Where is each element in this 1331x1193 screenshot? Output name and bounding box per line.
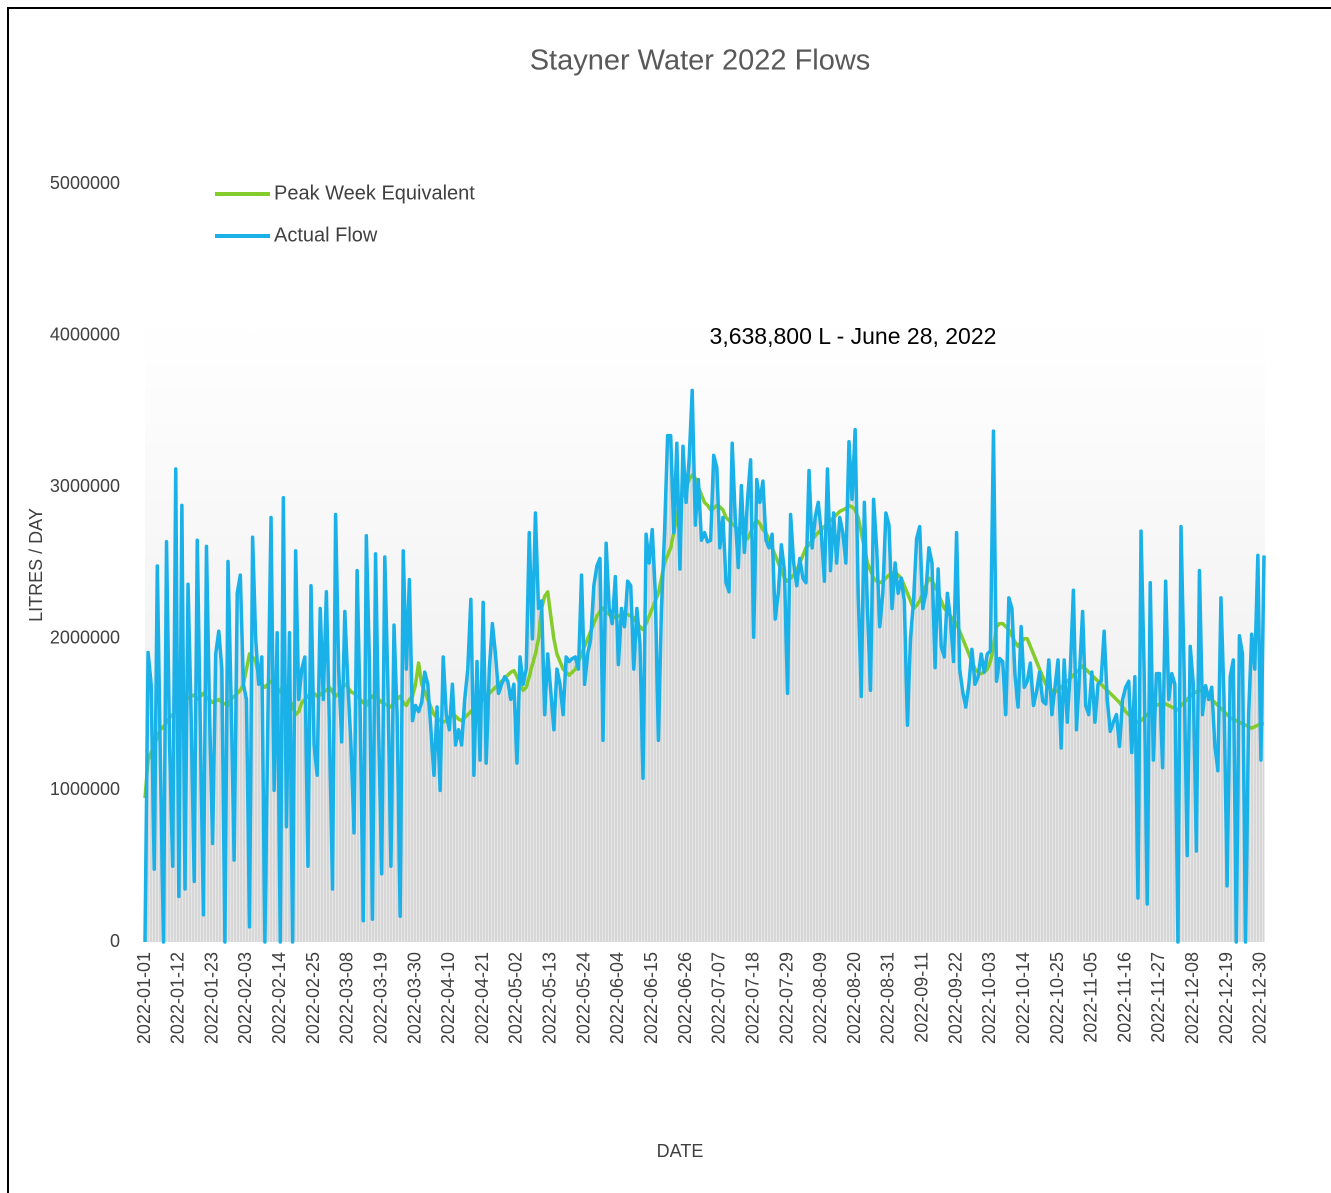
x-tick-label: 2022-03-30: [404, 952, 424, 1044]
x-tick-label: 2022-02-25: [303, 952, 323, 1044]
x-tick-label: 2022-09-11: [912, 952, 932, 1043]
x-tick-label: 2022-01-12: [168, 952, 188, 1044]
x-tick-label: 2022-09-22: [945, 952, 965, 1044]
x-tick-label: 2022-05-13: [540, 952, 560, 1044]
x-tick-label: 2022-04-10: [438, 952, 458, 1044]
legend-label: Peak Week Equivalent: [274, 182, 475, 204]
y-tick-label: 3000000: [50, 476, 120, 496]
y-axis-label: LITRES / DAY: [26, 508, 46, 622]
y-tick-label: 4000000: [50, 324, 120, 344]
line: [143, 473, 1264, 799]
x-tick-label: 2022-12-19: [1216, 952, 1236, 1044]
x-tick-label: 2022-01-23: [201, 952, 221, 1044]
y-tick-label: 1000000: [50, 779, 120, 799]
frame: [7, 7, 1331, 1193]
x-tick-label: 2022-05-02: [506, 952, 526, 1044]
x-tick-label: 2022-12-30: [1250, 952, 1270, 1044]
y-tick-label: 2000000: [50, 628, 120, 648]
x-tick-label: 2022-11-05: [1081, 952, 1101, 1043]
x-tick-label: 2022-07-18: [742, 952, 762, 1044]
x-tick-label: 2022-03-19: [370, 952, 390, 1044]
line: [143, 388, 1266, 944]
y-tick-label: 5000000: [50, 173, 120, 193]
area: [145, 390, 1264, 942]
x-tick-label: 2022-06-15: [641, 952, 661, 1044]
x-tick-label: 2022-08-31: [878, 952, 898, 1044]
x-tick-label: 2022-04-21: [472, 952, 492, 1044]
x-tick-label: 2022-01-01: [134, 952, 154, 1044]
x-tick-label: 2022-05-24: [573, 952, 593, 1044]
x-tick-label: 2022-07-07: [709, 952, 729, 1044]
x-tick-label: 2022-06-04: [607, 952, 627, 1044]
x-axis-label: DATE: [657, 1141, 704, 1161]
y-tick-label: 0: [110, 931, 120, 951]
x-tick-label: 2022-10-03: [979, 952, 999, 1044]
x-tick-label: 2022-03-08: [337, 952, 357, 1044]
x-tick-label: 2022-02-14: [269, 952, 289, 1044]
annotation: 3,638,800 L - June 28, 2022: [710, 323, 997, 349]
x-tick-label: 2022-11-16: [1114, 952, 1134, 1043]
x-tick-label: 2022-07-29: [776, 952, 796, 1044]
x-tick-label: 2022-06-26: [675, 952, 695, 1044]
x-tick-label: 2022-11-27: [1148, 952, 1168, 1043]
x-tick-label: 2022-08-20: [844, 952, 864, 1044]
x-tick-label: 2022-12-08: [1182, 952, 1202, 1044]
x-tick-label: 2022-10-14: [1013, 952, 1033, 1044]
x-tick-label: 2022-10-25: [1047, 952, 1067, 1044]
plot-area: [143, 388, 1266, 944]
chart-title: Stayner Water 2022 Flows: [530, 45, 871, 77]
legend-label: Actual Flow: [274, 224, 378, 246]
x-tick-label: 2022-08-09: [810, 952, 830, 1044]
x-tick-label: 2022-02-03: [235, 952, 255, 1044]
